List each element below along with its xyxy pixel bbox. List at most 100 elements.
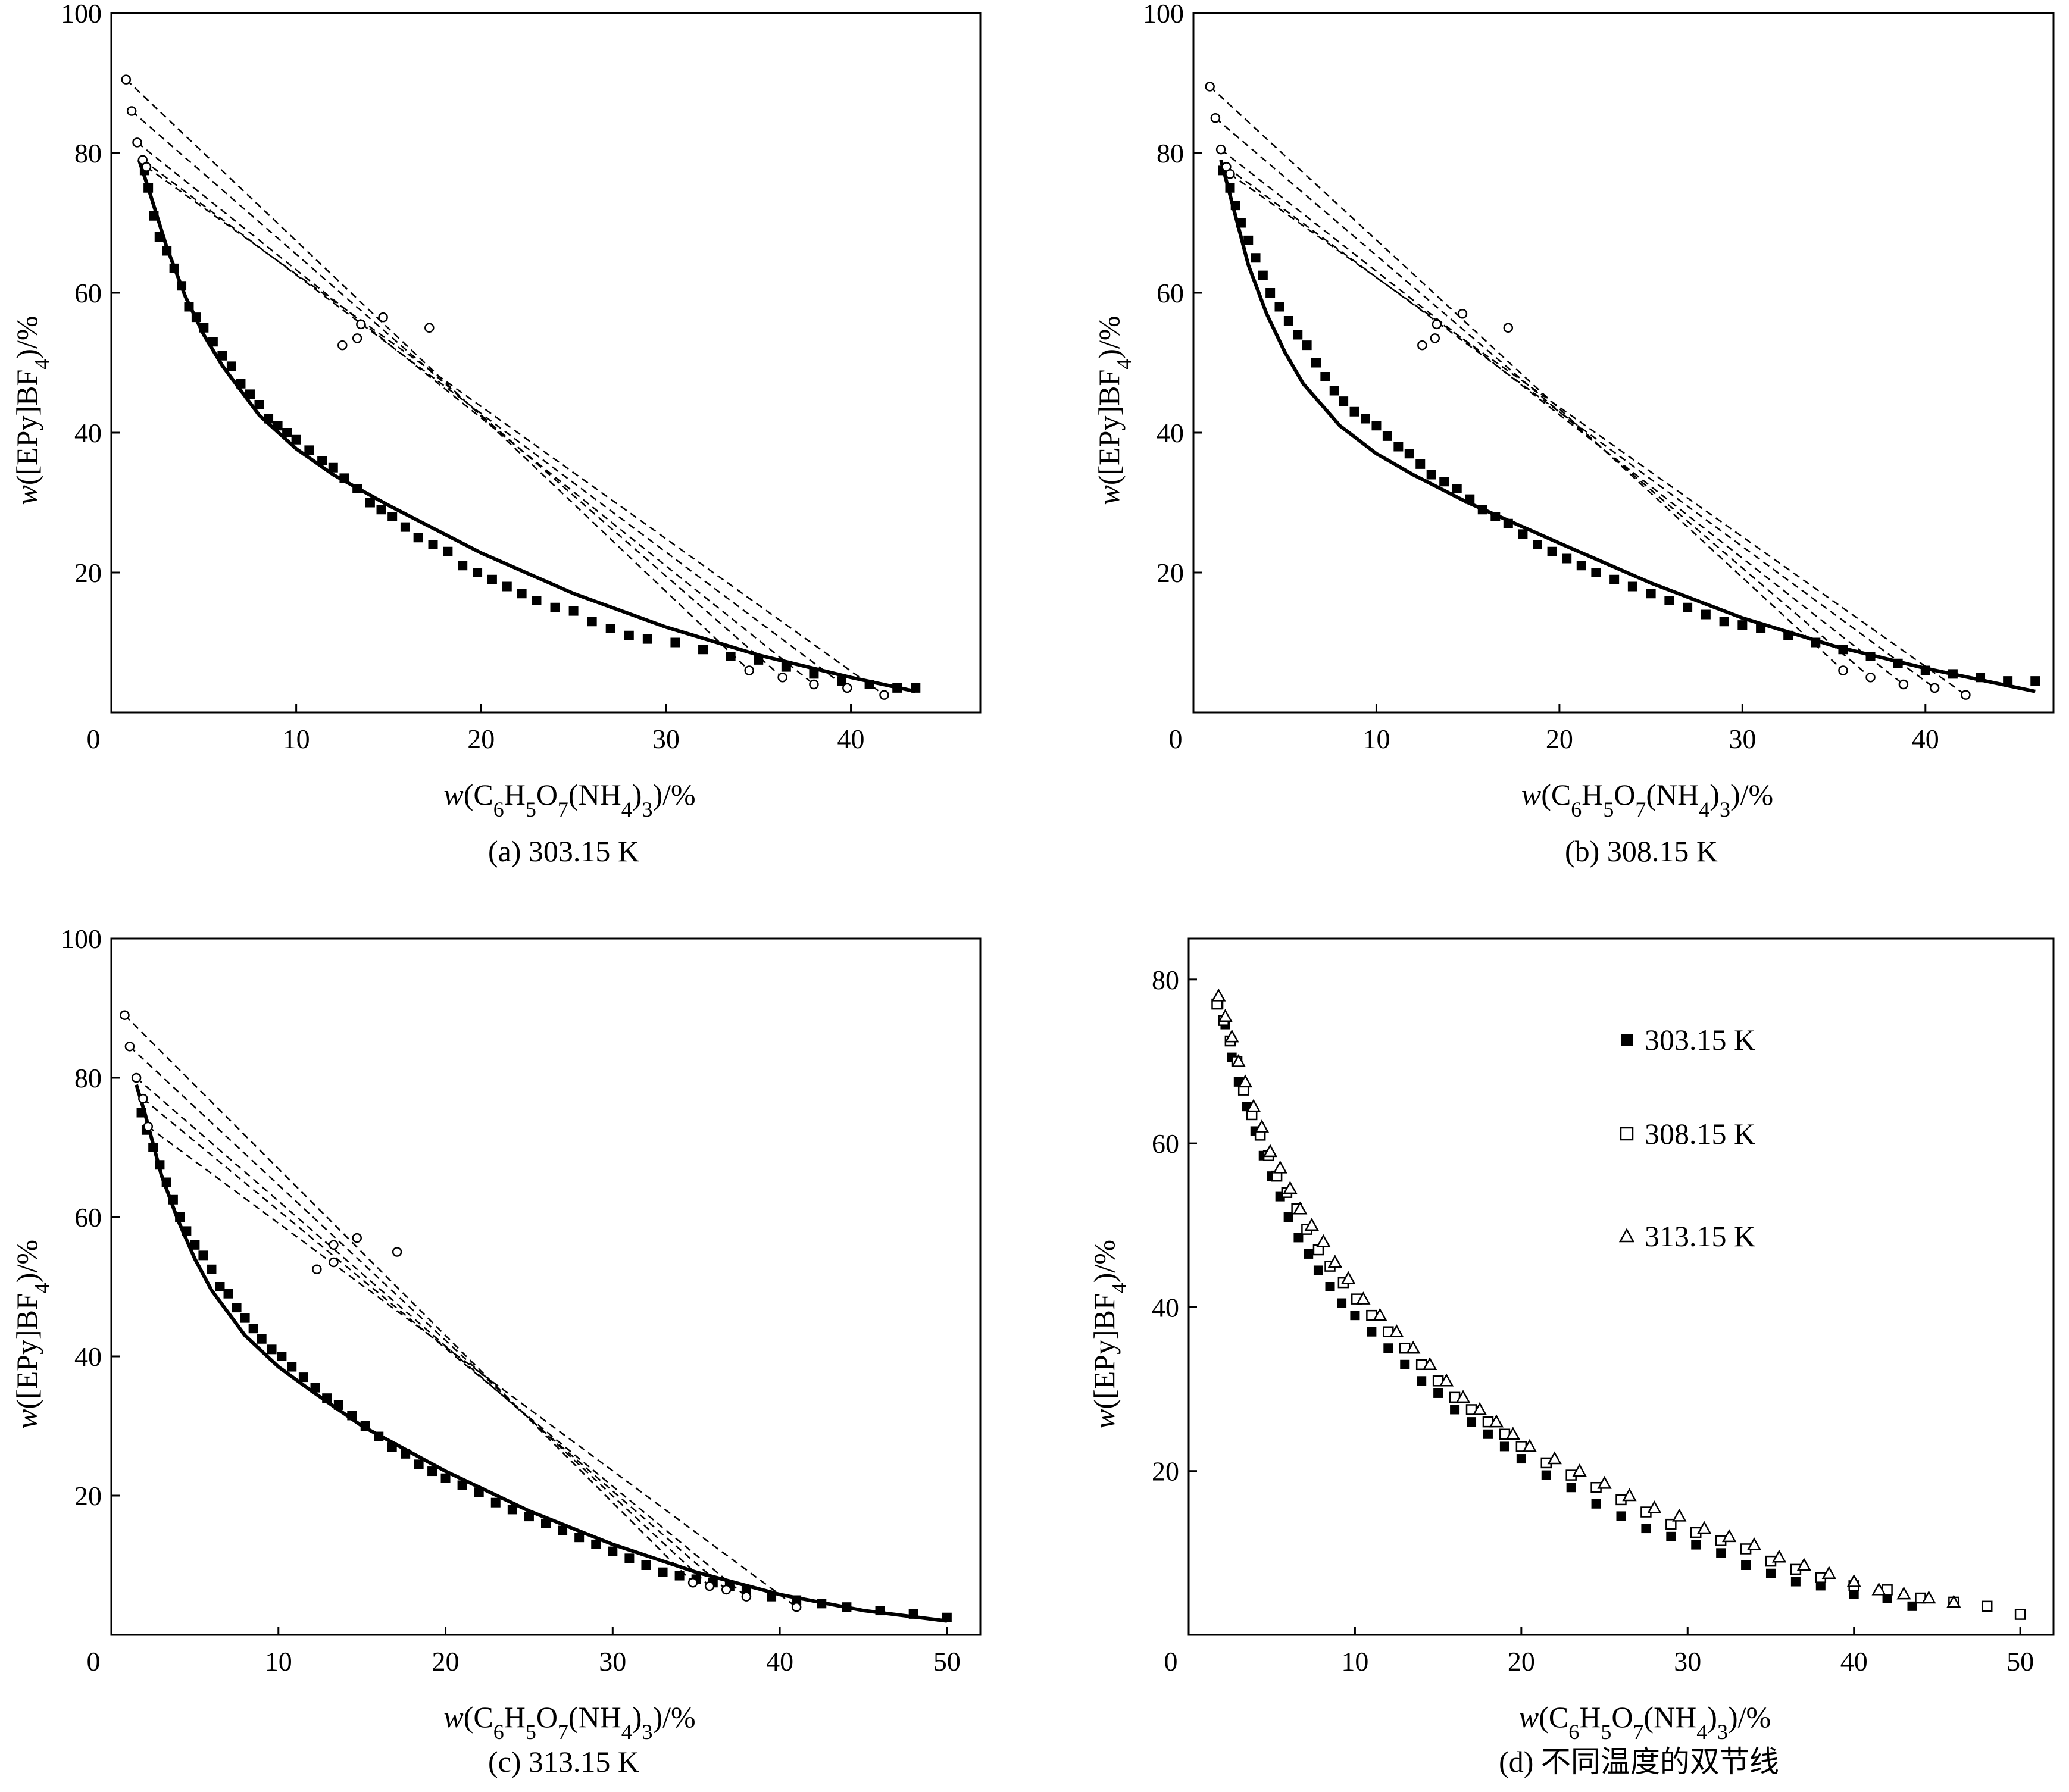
data-point-filled-square xyxy=(670,637,680,648)
origin-tick-label: 0 xyxy=(1169,724,1183,754)
data-point-filled-square xyxy=(1415,459,1426,469)
tie-line-point xyxy=(138,1093,148,1104)
chart-panel-c: 0 10 20 30 40 50 20 40 60 80 100 w(C6H5O7(NH4)3)/% w… xyxy=(10,924,982,1778)
data-point-open-triangle xyxy=(1293,1201,1308,1215)
data-point-filled-square xyxy=(541,1518,551,1528)
data-point-filled-square xyxy=(524,1512,534,1522)
data-point-filled-square xyxy=(1404,449,1414,459)
data-point-filled-square xyxy=(240,1313,250,1323)
data-point-open-triangle xyxy=(1921,1590,1936,1604)
tie-line xyxy=(124,1014,693,1584)
y-tick-label: 40 xyxy=(1152,1292,1179,1322)
data-point-filled-square xyxy=(605,624,615,633)
data-point-open-triangle xyxy=(1896,1586,1911,1600)
legend-label: 308.15 K xyxy=(1645,1117,1755,1150)
tie-line xyxy=(1229,173,1967,696)
x-tick-label: 30 xyxy=(1729,724,1756,754)
data-point-open-triangle xyxy=(1647,1500,1662,1513)
data-point-open-triangle xyxy=(1821,1566,1836,1580)
y-axis-label: w([EPy]BF4)/% xyxy=(10,315,54,505)
tie-line-point xyxy=(337,340,348,351)
data-point-filled-square xyxy=(1518,529,1528,539)
tie-line-point xyxy=(143,1121,154,1132)
data-point-filled-square xyxy=(1591,568,1601,577)
y-tick-label: 20 xyxy=(1152,1456,1179,1487)
tie-line-point xyxy=(809,679,819,690)
data-point-filled-square xyxy=(1400,1359,1410,1369)
data-point-filled-square xyxy=(1350,1311,1360,1321)
x-tick-label: 30 xyxy=(652,724,680,754)
data-point-filled-square xyxy=(1790,1577,1801,1587)
tie-line-point xyxy=(132,137,142,148)
tie-line-point xyxy=(791,1602,802,1612)
data-point-open-triangle xyxy=(1273,1160,1287,1174)
x-tick-label: 10 xyxy=(265,1646,292,1677)
data-point-filled-square xyxy=(190,1240,200,1250)
x-tick-label: 10 xyxy=(283,724,310,754)
data-point-open-triangle xyxy=(1455,1390,1471,1403)
data-point-open-triangle xyxy=(1316,1234,1331,1247)
panel-caption: (c) 313.15 K xyxy=(488,1745,639,1778)
data-point-open-triangle xyxy=(1373,1308,1387,1321)
tie-line-point xyxy=(704,1581,715,1591)
data-point-filled-square xyxy=(1439,477,1449,487)
y-tick-label: 20 xyxy=(74,558,102,588)
data-point-open-triangle xyxy=(1389,1324,1404,1337)
data-point-filled-square xyxy=(487,574,497,584)
data-point-filled-square xyxy=(517,589,527,599)
data-point-filled-square xyxy=(1383,1343,1393,1353)
data-point-filled-square xyxy=(1719,617,1729,627)
data-point-filled-square xyxy=(257,1334,267,1344)
data-point-filled-square xyxy=(507,1505,517,1515)
tie-line xyxy=(131,110,783,678)
y-tick-label: 80 xyxy=(74,138,102,168)
data-point-filled-square xyxy=(254,400,264,409)
data-point-open-triangle xyxy=(1262,1144,1278,1158)
data-point-filled-square xyxy=(248,1324,258,1334)
x-tick-label: 30 xyxy=(1674,1646,1701,1677)
data-point-filled-square xyxy=(226,361,236,371)
data-point-filled-square xyxy=(304,445,314,455)
x-tick-label: 40 xyxy=(1840,1646,1868,1677)
data-point-filled-square xyxy=(1467,1417,1477,1427)
data-point-open-triangle xyxy=(1439,1373,1454,1387)
legend-marker-open-square xyxy=(1620,1127,1634,1141)
data-point-open-triangle xyxy=(1231,1053,1246,1067)
tie-line-point xyxy=(842,683,852,693)
y-tick-label: 20 xyxy=(74,1481,102,1511)
data-point-open-triangle xyxy=(1283,1181,1298,1194)
data-point-filled-square xyxy=(1393,442,1404,452)
data-point-filled-square xyxy=(568,606,579,616)
data-point-filled-square xyxy=(1243,235,1254,245)
data-point-filled-square xyxy=(427,1466,437,1477)
tie-line-point xyxy=(1929,683,1940,693)
data-point-filled-square xyxy=(642,634,652,644)
data-point-open-triangle xyxy=(1547,1451,1562,1465)
binodal-fit-curve xyxy=(1219,159,2036,693)
data-point-filled-square xyxy=(1311,358,1321,368)
y-axis-label: w([EPy]BF4)/% xyxy=(10,1240,54,1429)
y-tick-label: 60 xyxy=(1152,1128,1179,1159)
data-point-filled-square xyxy=(2030,676,2040,686)
data-point-filled-square xyxy=(277,1352,287,1361)
data-point-filled-square xyxy=(1541,1470,1551,1480)
x-tick-label: 20 xyxy=(467,724,495,754)
data-point-filled-square xyxy=(1417,1376,1427,1386)
data-point-open-triangle xyxy=(1946,1594,1961,1608)
tie-line-point xyxy=(1430,333,1440,343)
data-point-open-triangle xyxy=(1505,1427,1520,1440)
tie-line-point xyxy=(141,162,152,172)
y-tick-label: 40 xyxy=(74,418,102,448)
data-point-filled-square xyxy=(641,1560,651,1570)
data-point-filled-square xyxy=(587,617,597,627)
data-point-filled-square xyxy=(754,655,764,665)
data-point-filled-square xyxy=(1591,1499,1601,1509)
tie-line-point xyxy=(777,673,787,683)
data-point-filled-square xyxy=(1265,288,1276,298)
tie-line-point xyxy=(879,690,889,700)
data-point-open-square xyxy=(2014,1609,2026,1620)
data-point-filled-square xyxy=(1426,470,1436,480)
tie-line-point xyxy=(1417,340,1427,351)
data-point-filled-square xyxy=(1666,1531,1676,1541)
